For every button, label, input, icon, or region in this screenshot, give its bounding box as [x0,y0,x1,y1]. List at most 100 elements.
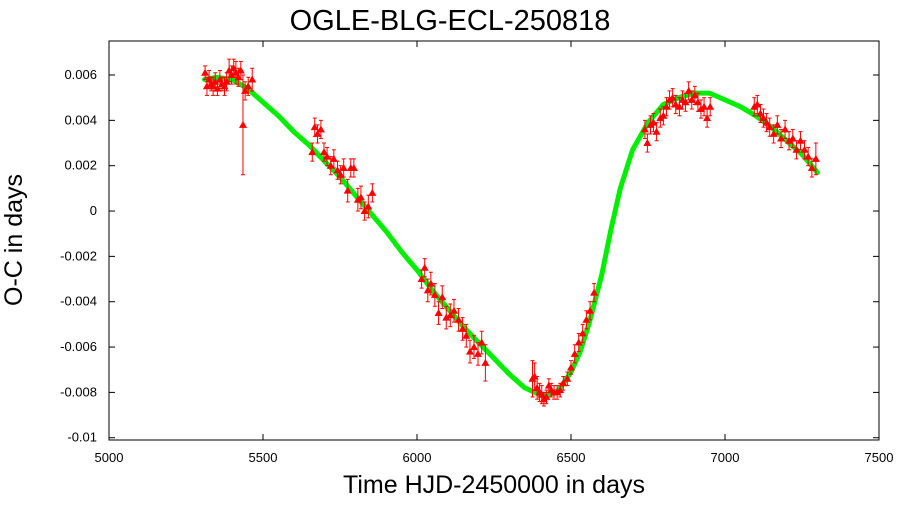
data-point [804,147,813,167]
data-point [434,301,443,325]
triangle-marker [329,154,338,162]
x-tick-label: 7000 [711,450,740,465]
data-point [316,119,325,139]
data-point [423,278,432,303]
data-point [788,128,797,149]
data-point [236,60,245,81]
data-point [542,389,551,405]
triangle-marker [762,118,771,126]
triangle-marker [343,186,352,194]
triangle-marker [213,84,222,92]
y-tick-label: 0.002 [64,158,97,173]
triangle-marker [781,125,790,133]
data-point [438,285,447,310]
triangle-marker [320,148,328,156]
x-tick-label: 6000 [403,450,432,465]
triangle-marker [542,392,551,400]
y-tick-label: -0.002 [60,248,97,263]
triangle-marker [466,347,474,355]
data-point [800,140,809,160]
data-point [446,303,455,328]
triangle-marker [239,120,247,128]
triangle-marker [556,386,565,394]
triangle-marker [308,148,317,156]
triangle-marker [462,331,471,339]
y-tick-label: 0.006 [64,67,97,82]
triangle-marker [570,349,579,357]
triangle-marker [236,66,245,74]
triangle-marker [804,152,813,160]
data-point [310,117,319,137]
y-axis-label: O-C in days [0,174,28,306]
data-point [313,124,322,144]
triangle-marker [792,145,801,153]
data-point [811,142,820,176]
data-point [336,165,345,185]
triangle-marker [675,102,684,110]
triangle-marker [336,170,345,178]
triangle-marker [703,114,712,122]
x-tick-label: 5500 [249,450,278,465]
triangle-marker [700,102,709,110]
triangle-marker [458,324,467,332]
triangle-marker [662,102,671,110]
data-point [244,76,253,96]
triangle-marker [807,164,816,171]
triangle-marker [474,349,482,357]
data-point [574,332,583,353]
data-point [582,310,591,330]
data-point [481,344,490,382]
data-point [792,140,801,160]
data-point [474,342,482,366]
triangle-marker [423,286,432,294]
plot-frame [108,40,880,441]
triangle-marker [222,77,231,85]
data-point [781,119,790,139]
triangle-marker [811,154,820,162]
triangle-marker [446,311,455,319]
data-point [329,149,338,169]
y-tick-label: 0.004 [64,112,97,127]
triangle-marker [559,379,568,387]
triangle-marker [310,123,319,131]
y-tick-label: -0.006 [60,339,97,354]
data-points-group [201,58,820,407]
data-point [662,97,671,117]
data-point [349,158,358,178]
triangle-marker [681,98,690,106]
data-point [323,147,332,167]
data-point [777,128,786,149]
triangle-marker [434,309,443,316]
triangle-marker [800,145,809,153]
data-point [578,323,587,344]
triangle-marker [563,374,572,382]
triangle-marker [574,338,583,346]
triangle-marker [690,91,699,99]
triangle-marker [450,306,458,314]
y-tick-label: -0.008 [60,384,97,399]
data-point [706,97,715,117]
triangle-marker [777,134,786,142]
x-tick-label: 5000 [95,450,124,465]
data-point [343,178,352,203]
triangle-marker [313,129,322,137]
triangle-marker [649,118,658,126]
data-point [570,344,579,364]
triangle-marker [796,136,805,144]
triangle-marker [470,343,478,351]
triangle-marker [582,315,591,323]
data-point [450,298,458,323]
triangle-marker [652,127,661,135]
data-point [773,115,782,135]
y-tick-label: 0 [90,203,97,218]
triangle-marker [590,288,599,296]
data-point [326,156,335,176]
triangle-marker [659,111,668,119]
triangle-marker [706,102,715,110]
triangle-marker [356,193,365,201]
data-point [796,131,805,151]
triangle-marker [368,188,377,196]
data-point [248,67,257,92]
y-tick-label: -0.01 [67,430,97,445]
